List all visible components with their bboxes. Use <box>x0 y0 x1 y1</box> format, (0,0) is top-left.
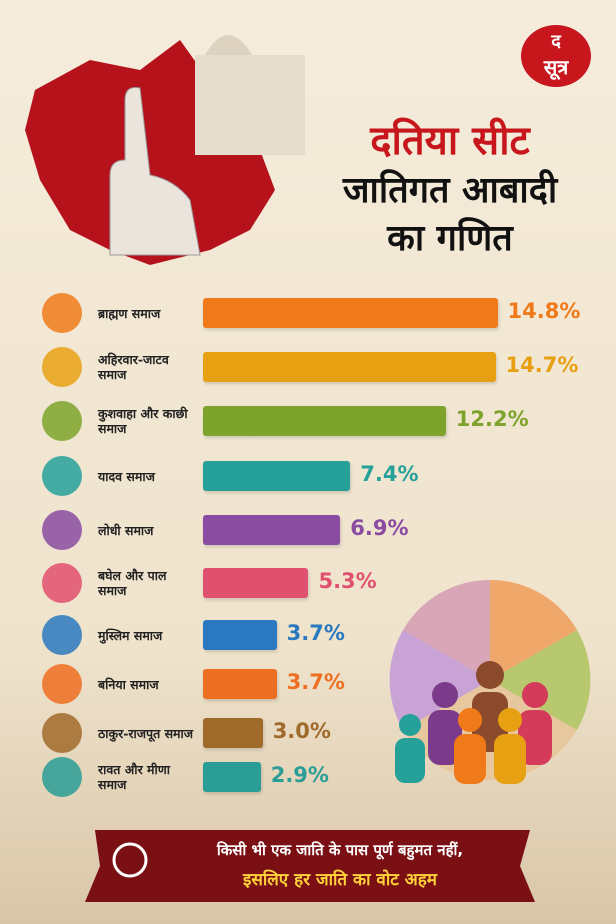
bar <box>203 568 309 598</box>
people-icon <box>112 842 148 878</box>
title-line: का गणित <box>387 218 513 259</box>
title: दतिया सीट जातिगत आबादी का गणित <box>300 115 600 263</box>
category-icon <box>42 664 82 704</box>
title-line: जातिगत आबादी <box>342 170 558 211</box>
category-icon <box>42 347 82 387</box>
value-label: 14.7% <box>505 353 579 377</box>
category-icon <box>42 510 82 550</box>
category-label: यादव समाज <box>98 468 155 484</box>
category-label: बघेल और पाल समाज <box>98 568 167 598</box>
value-label: 3.7% <box>286 670 345 694</box>
value-label: 14.8% <box>507 299 581 323</box>
logo: द सूत्र <box>521 25 591 87</box>
footer-line: इसलिए हर जाति का वोट अहम <box>243 870 437 890</box>
category-label: ठाकुर-राजपूत समाज <box>98 725 194 741</box>
category-icon <box>42 293 82 333</box>
category-label: कुशवाहा और काछी समाज <box>98 406 188 436</box>
bar <box>203 461 351 491</box>
value-label: 7.4% <box>360 462 419 486</box>
category-label: लोधी समाज <box>98 522 154 538</box>
bar <box>203 352 496 382</box>
pie-decor <box>389 579 591 784</box>
value-label: 5.3% <box>318 569 377 593</box>
category-label: अहिरवार-जाटव समाज <box>98 352 169 382</box>
bar <box>203 762 261 792</box>
value-label: 3.0% <box>272 719 331 743</box>
building <box>195 55 305 155</box>
category-icon <box>42 757 82 797</box>
footer: किसी भी एक जाति के पास पूर्ण बहुमत नहीं,… <box>160 835 520 895</box>
footer-banner <box>85 830 535 902</box>
finger <box>109 87 201 256</box>
bar <box>203 620 277 650</box>
dome <box>205 35 252 55</box>
category-icon <box>42 401 82 441</box>
category-icon <box>42 713 82 753</box>
footer-line: किसी भी एक जाति के पास पूर्ण बहुमत नहीं, <box>216 841 464 859</box>
bar <box>203 298 498 328</box>
category-label: रावत और मीणा समाज <box>98 762 171 792</box>
value-label: 6.9% <box>350 516 409 540</box>
category-icon <box>42 615 82 655</box>
value-label: 3.7% <box>286 621 345 645</box>
category-icon <box>42 563 82 603</box>
bar <box>203 669 277 699</box>
category-icon <box>42 456 82 496</box>
title-line: दतिया सीट <box>370 118 530 164</box>
category-label: ब्राह्मण समाज <box>98 305 161 321</box>
logo-bottom: सूत्र <box>543 55 569 79</box>
category-label: बनिया समाज <box>98 676 159 692</box>
bar <box>203 515 341 545</box>
value-label: 12.2% <box>455 407 529 431</box>
bar <box>203 718 263 748</box>
category-label: मुस्लिम समाज <box>98 627 163 643</box>
bar <box>203 406 446 436</box>
value-label: 2.9% <box>270 763 329 787</box>
logo-top: द <box>551 31 561 52</box>
